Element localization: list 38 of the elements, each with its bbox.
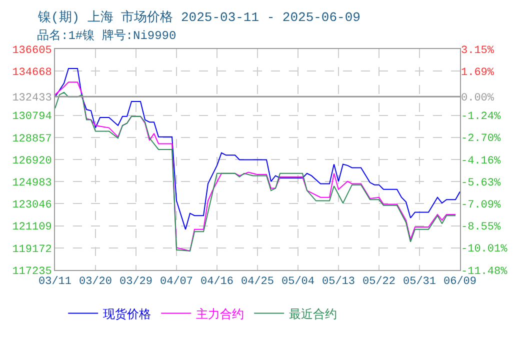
chart-subtitle: 品名:1#镍 牌号:Ni9990 (37, 29, 176, 43)
y-tick-label: 128857 (12, 133, 52, 146)
y-tick-label: 136605 (12, 44, 52, 57)
y2-tick-label: -4.16% (461, 155, 502, 168)
x-tick-label: 05/04 (281, 276, 315, 288)
y2-tick-label: -10.01% (461, 244, 508, 256)
y2-tick-label: 1.69% (461, 66, 494, 79)
y2-tick-label: -2.70% (461, 133, 502, 146)
y2-tick-label: -7.09% (461, 200, 502, 212)
legend-label: 最近合约 (289, 308, 338, 322)
y-tick-label: 123046 (12, 200, 52, 212)
x-tick-label: 06/09 (443, 276, 477, 288)
y-tick-label: 134668 (12, 66, 52, 79)
x-tick-label: 05/31 (402, 276, 436, 288)
x-tick-label: 05/13 (322, 276, 356, 288)
legend-label: 主力合约 (196, 306, 244, 322)
y2-tick-label: -5.63% (461, 177, 502, 190)
x-tick-label: 04/16 (200, 276, 234, 288)
x-tick-label: 04/07 (160, 276, 194, 288)
y-tick-label: 119172 (12, 244, 52, 256)
y-tick-label: 121109 (12, 222, 52, 234)
x-tick-label: 05/22 (362, 276, 396, 288)
x-tick-label: 04/25 (240, 276, 274, 288)
y2-tick-label: -1.24% (461, 111, 502, 124)
y-tick-label: 117235 (12, 266, 52, 278)
line-series (55, 68, 460, 230)
chart-title: 镍(期) 上海 市场价格 2025-03-11 - 2025-06-09 (37, 10, 360, 25)
y2-tick-label: 0.00% (461, 92, 494, 104)
y2-tick-label: -8.55% (461, 222, 502, 234)
y-tick-label: 126920 (12, 155, 52, 168)
x-tick-label: 03/11 (38, 276, 72, 288)
x-tick-label: 03/20 (78, 276, 112, 288)
legend-label: 现货价格 (103, 308, 152, 322)
y-tick-label: 130794 (12, 111, 52, 124)
y-tick-label: 132433 (12, 92, 52, 104)
y2-tick-label: 3.15% (461, 44, 494, 57)
y-tick-label: 124983 (12, 177, 52, 190)
x-tick-label: 03/29 (119, 276, 153, 288)
